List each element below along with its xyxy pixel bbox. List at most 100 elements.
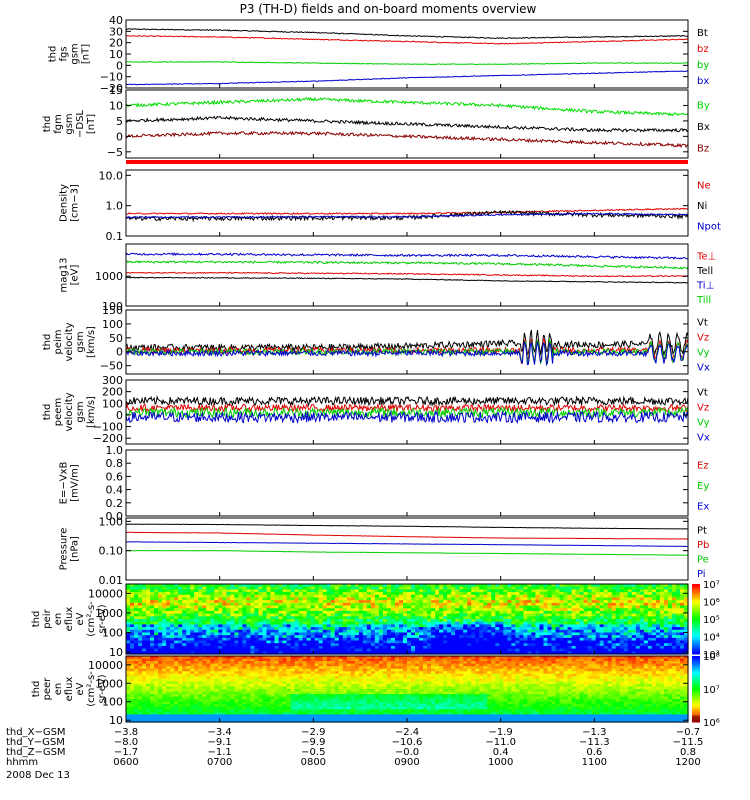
x-tick-label: −1.3 bbox=[582, 727, 606, 738]
x-tick-label: 0.6 bbox=[586, 747, 602, 758]
panel-efield: 1.00.80.60.40.20.0 E=−VxB[mV/m] Ez Ey Ex bbox=[59, 444, 710, 523]
legend-entry: By bbox=[697, 101, 710, 112]
panels: 403020100−10−20thdfgsgsm[nT]Btbzbybx1510… bbox=[31, 14, 721, 729]
series-line-Npot bbox=[125, 212, 689, 219]
y-tick-label: 10 bbox=[109, 714, 123, 727]
legend-entry: Bt bbox=[697, 28, 708, 39]
y-axis-label: Pressure[nPa] bbox=[59, 528, 81, 571]
x-tick-label: −9.9 bbox=[301, 737, 325, 748]
panel-peer: 10⁸ 10⁷ 10⁶ 10000 1000 100 10thdpeerenefluxeV(… bbox=[31, 652, 720, 729]
x-tick-label: −2.9 bbox=[301, 727, 325, 738]
legend-peim: Vt Vz Vy Vx bbox=[697, 318, 710, 374]
y-tick-label: 20 bbox=[109, 37, 123, 50]
y-tick-label: 100 bbox=[102, 300, 123, 313]
legend-fgm: By Bx Bz bbox=[697, 101, 710, 155]
y-tick-label: 0.10 bbox=[99, 545, 124, 558]
y-tick-label: 5 bbox=[116, 115, 123, 128]
x-tick-label: −2.4 bbox=[395, 727, 419, 738]
legend-entry: Ez bbox=[697, 460, 709, 471]
y-tick-label: −50 bbox=[100, 360, 123, 373]
colorbar-tick-label: 10³ bbox=[703, 650, 720, 661]
y-tick-label: 200 bbox=[102, 386, 123, 399]
y-tick-label: 1.0 bbox=[106, 200, 124, 213]
x-row-label: thd_X−GSM bbox=[6, 727, 66, 738]
y-ticks-fgm: 15 10 5 0 −5 bbox=[107, 84, 688, 159]
x-tick-label: −0.0 bbox=[395, 747, 419, 758]
y-ticks-peir: 10000 1000 100 10 bbox=[88, 587, 688, 659]
series-line-Bt bbox=[125, 28, 689, 40]
series-line-Tell bbox=[125, 276, 689, 284]
y-tick-label: 1.00 bbox=[99, 515, 124, 528]
y-ticks-density: 10.0 1.0 0.1 bbox=[99, 169, 688, 243]
legend-entry: Vz bbox=[697, 333, 709, 344]
panel-peem: 3002001000−100−200thdpeemvelocitygsm[km/… bbox=[42, 374, 710, 445]
series-fgm bbox=[125, 96, 689, 149]
x-tick-label: 0600 bbox=[113, 757, 138, 768]
y-tick-label: 10.0 bbox=[99, 169, 124, 182]
legend-entry: bz bbox=[697, 44, 709, 55]
x-row-label: hhmm bbox=[6, 757, 38, 768]
series-line-by bbox=[125, 61, 689, 66]
x-tick-label: 0700 bbox=[207, 757, 232, 768]
series-density bbox=[125, 207, 689, 223]
x-tick-label: −3.4 bbox=[208, 727, 232, 738]
y-tick-label: 300 bbox=[102, 374, 123, 387]
legend-entry: Npot bbox=[697, 222, 721, 233]
y-axis-label: E=−VxB[mV/m] bbox=[59, 462, 81, 505]
date-label: 2008 Dec 13 bbox=[6, 770, 70, 781]
x-tick-label: 0.8 bbox=[680, 747, 696, 758]
colorbar-tick-label: 10⁶ bbox=[703, 718, 720, 729]
series-peem bbox=[125, 394, 689, 425]
legend-efield: Ez Ey Ex bbox=[697, 460, 709, 512]
y-tick-label: 0.6 bbox=[106, 470, 124, 483]
y-tick-label: 100 bbox=[102, 696, 123, 709]
y-tick-label: 0.0 bbox=[106, 510, 124, 523]
panel-frame bbox=[125, 309, 689, 375]
legend-fgs: Bt bz by bx bbox=[697, 28, 709, 87]
legend-pressure: Pt Pb Pe Pi bbox=[697, 525, 709, 580]
y-tick-label: 1000 bbox=[95, 270, 123, 283]
series-line-Vt bbox=[125, 394, 689, 407]
series-line-Bx bbox=[125, 115, 689, 133]
series-line-Ne bbox=[126, 207, 688, 215]
series-line-By bbox=[125, 96, 689, 117]
y-tick-label: 0 bbox=[116, 59, 123, 72]
y-tick-label: 1000 bbox=[95, 607, 123, 620]
x-row-label: thd_Y−GSM bbox=[6, 737, 65, 748]
legend-entry: Bz bbox=[697, 143, 709, 154]
y-axis-label: thdpeirenefluxeV(cm²-s-sr-eV) bbox=[31, 601, 108, 637]
y-tick-label: 1.0 bbox=[106, 444, 124, 457]
series-fgs bbox=[125, 28, 689, 86]
y-tick-label: 150 bbox=[102, 304, 123, 317]
colorbar-peir: 10⁷ 10⁶ 10⁵ 10⁴ 10³ bbox=[692, 580, 720, 661]
panel-peir: 10⁷ 10⁶ 10⁵ 10⁴ 10³ 10000 1000 100 10thdpeirenef… bbox=[31, 580, 720, 661]
x-row-label: thd_Z−GSM bbox=[6, 747, 66, 758]
legend-temp: Te⊥ Tell Ti⊥ Till bbox=[696, 251, 716, 306]
y-tick-label: 50 bbox=[109, 332, 123, 345]
legend-entry: Vy bbox=[697, 418, 710, 429]
y-tick-label: 10000 bbox=[88, 659, 123, 672]
colorbar-tick-label: 10⁵ bbox=[703, 615, 720, 626]
y-ticks-efield: 1.00.80.60.40.20.0 bbox=[106, 444, 688, 523]
y-tick-label: 10 bbox=[109, 99, 123, 112]
heatmap-peer bbox=[126, 656, 689, 723]
legend-peem: Vt Vz Vy Vx bbox=[697, 388, 710, 444]
y-tick-label: 100 bbox=[102, 397, 123, 410]
x-tick-label: 0900 bbox=[394, 757, 419, 768]
colorbar-peer: 10⁸ 10⁷ 10⁶ bbox=[692, 652, 720, 729]
y-tick-label: 100 bbox=[102, 627, 123, 640]
y-tick-label: 0 bbox=[116, 346, 123, 359]
colorbar-tick-label: 10⁶ bbox=[703, 598, 720, 609]
y-axis-label: thdfgsgsm[nT] bbox=[48, 43, 92, 64]
legend-entry: by bbox=[697, 60, 709, 71]
x-tick-label: −10.6 bbox=[392, 737, 423, 748]
legend-entry: Ni bbox=[697, 201, 707, 212]
series-pressure bbox=[125, 523, 689, 556]
legend-entry: Tell bbox=[696, 266, 713, 277]
series-line-Pb bbox=[125, 531, 689, 540]
y-tick-label: −100 bbox=[93, 421, 123, 434]
legend-entry: Vt bbox=[697, 388, 708, 399]
